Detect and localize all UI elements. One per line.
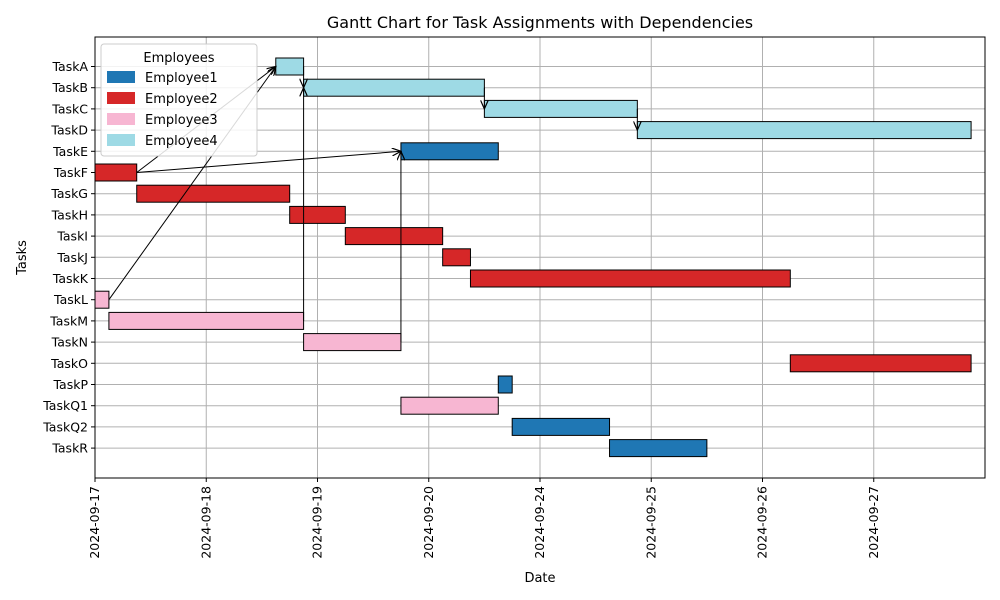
y-axis-label: Tasks xyxy=(15,240,30,276)
y-tick-label: TaskM xyxy=(49,313,88,328)
x-tick-label: 2024-09-24 xyxy=(532,486,547,559)
y-tick-label: TaskE xyxy=(52,144,88,159)
y-tick-label: TaskC xyxy=(51,101,88,116)
task-bar xyxy=(497,375,513,394)
legend-swatch xyxy=(107,134,135,146)
task-bar xyxy=(789,354,972,373)
task-bar xyxy=(344,227,444,246)
task-bar xyxy=(442,248,471,267)
legend-swatch xyxy=(107,92,135,104)
y-tick-label: TaskP xyxy=(52,377,88,392)
y-tick-label: TaskA xyxy=(51,59,88,74)
dependency-arrow xyxy=(136,151,401,173)
task-bar xyxy=(400,142,499,161)
legend-swatch xyxy=(107,113,135,125)
chart-title: Gantt Chart for Task Assignments with De… xyxy=(327,13,753,32)
x-tick-label: 2024-09-27 xyxy=(866,486,881,559)
task-bar xyxy=(400,396,499,415)
legend-title: Employees xyxy=(143,51,214,66)
task-bar xyxy=(275,57,305,76)
y-tick-label: TaskD xyxy=(50,123,88,138)
y-tick-label: TaskQ1 xyxy=(42,398,88,413)
legend-entry-label: Employee1 xyxy=(145,71,218,86)
y-tick-label: TaskR xyxy=(51,441,88,456)
task-bar xyxy=(136,184,291,203)
legend-swatch xyxy=(107,71,135,83)
task-bar xyxy=(511,417,611,436)
y-tick-label: TaskI xyxy=(56,229,88,244)
task-bar xyxy=(94,163,138,182)
tick-layer: 2024-09-17 2024-09-18 2024-09-19 2024-09-20… xyxy=(42,59,881,559)
task-bar xyxy=(303,78,485,97)
task-bar xyxy=(303,333,402,352)
y-tick-label: TaskK xyxy=(52,271,89,286)
x-axis-label: Date xyxy=(524,571,555,586)
legend-box xyxy=(100,43,258,157)
task-bar xyxy=(94,290,110,309)
y-tick-label: TaskH xyxy=(51,207,88,222)
y-tick-label: TaskL xyxy=(53,292,88,307)
x-tick-label: 2024-09-19 xyxy=(310,486,325,559)
legend: Employees Employee1 Employee2 Employee3 Empl… xyxy=(100,43,258,157)
task-bar xyxy=(636,121,972,140)
x-tick-label: 2024-09-20 xyxy=(421,486,436,559)
x-tick-label: 2024-09-18 xyxy=(198,486,213,559)
y-tick-label: TaskO xyxy=(50,356,88,371)
y-tick-label: TaskN xyxy=(51,335,88,350)
y-tick-label: TaskJ xyxy=(56,250,88,265)
x-tick-label: 2024-09-25 xyxy=(643,486,658,559)
legend-entry-label: Employee3 xyxy=(145,113,218,128)
legend-entry-label: Employee2 xyxy=(145,92,218,107)
y-tick-label: TaskF xyxy=(53,165,88,180)
y-tick-label: TaskQ2 xyxy=(42,419,88,434)
task-bar xyxy=(108,311,305,330)
task-bar xyxy=(609,439,708,458)
x-tick-label: 2024-09-26 xyxy=(755,486,770,559)
y-tick-label: TaskB xyxy=(51,80,88,95)
legend-entry-label: Employee4 xyxy=(145,134,218,149)
task-bar xyxy=(483,99,638,118)
task-bar xyxy=(289,205,346,224)
task-bar xyxy=(469,269,791,288)
x-tick-label: 2024-09-17 xyxy=(87,486,102,559)
y-tick-label: TaskG xyxy=(50,186,88,201)
